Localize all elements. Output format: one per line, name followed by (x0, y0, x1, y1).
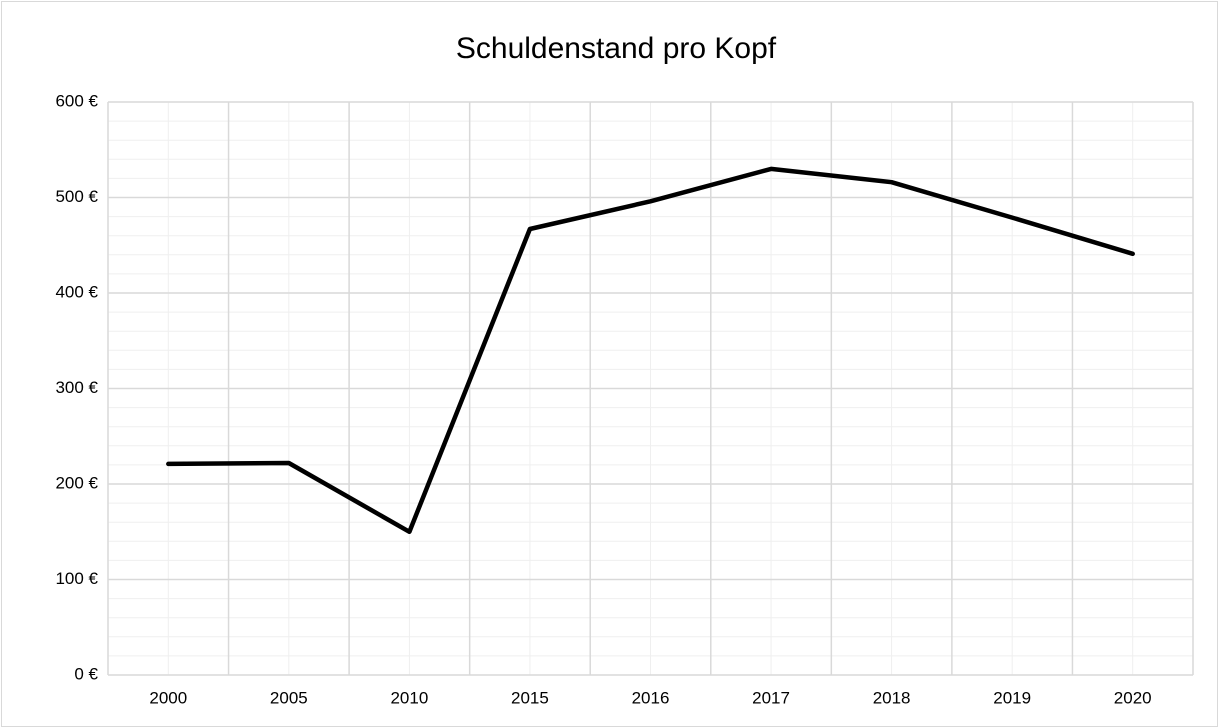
x-tick-label: 2020 (1114, 688, 1152, 707)
x-tick-label: 2019 (993, 688, 1031, 707)
x-tick-label: 2000 (149, 688, 187, 707)
y-tick-label: 600 € (55, 91, 98, 110)
y-tick-label: 500 € (55, 187, 98, 206)
y-tick-label: 100 € (55, 569, 98, 588)
y-tick-label: 200 € (55, 473, 98, 492)
y-tick-label: 300 € (55, 378, 98, 397)
x-tick-label: 2010 (390, 688, 428, 707)
x-tick-label: 2005 (270, 688, 308, 707)
y-tick-label: 400 € (55, 282, 98, 301)
x-tick-label: 2018 (873, 688, 911, 707)
x-tick-label: 2016 (632, 688, 670, 707)
x-tick-label: 2017 (752, 688, 790, 707)
y-tick-label: 0 € (74, 664, 98, 683)
data-line (166, 166, 1135, 535)
x-tick-label: 2015 (511, 688, 549, 707)
chart-title: Schuldenstand pro Kopf (456, 32, 777, 65)
